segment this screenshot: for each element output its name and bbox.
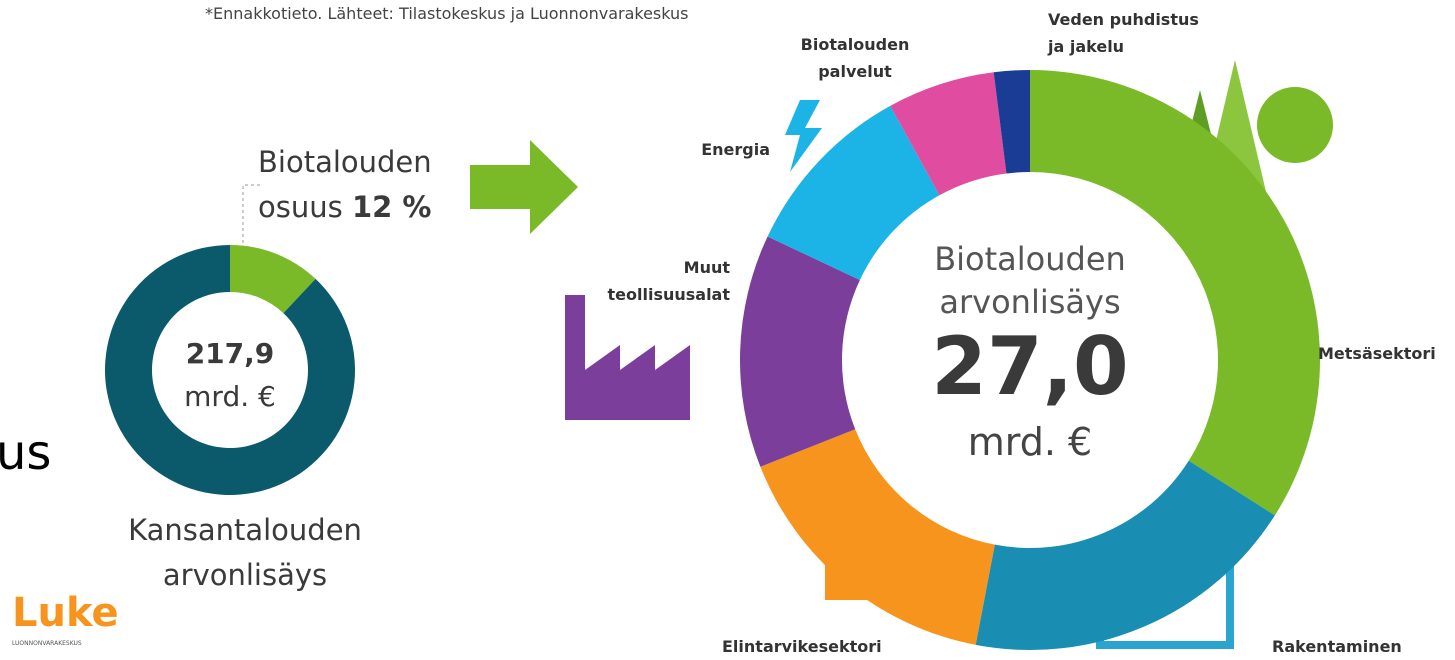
legend-label: Veden puhdistus ja jakelu — [1048, 6, 1218, 60]
caption: Kansantalouden — [100, 513, 390, 547]
center-text: arvonlisäys — [880, 283, 1180, 321]
factory-icon — [565, 295, 690, 420]
note: *Ennakkotieto. Lähteet: Tilastokeskus ja… — [205, 4, 689, 23]
share-label: osuus — [258, 190, 343, 224]
arrow — [470, 140, 578, 234]
share-label: osuus 12 % — [258, 190, 431, 224]
partial-text: us — [0, 425, 51, 481]
logo-subtitle: LUONNONVARAKESKUS — [12, 640, 82, 647]
donut-segment — [105, 245, 355, 495]
legend-label: Rakentaminen — [1272, 633, 1432, 660]
energy-icon — [785, 100, 822, 172]
center-text: mrd. € — [880, 420, 1180, 464]
caption: arvonlisäys — [100, 558, 390, 592]
legend-label: Elintarvikesektori — [722, 633, 922, 660]
logo: Luke — [12, 590, 119, 636]
legend-label: Biotalouden palvelut — [790, 31, 920, 85]
legend-label: Muut teollisuusalat — [590, 254, 730, 308]
legend-label: Metsäsektori — [1318, 340, 1455, 367]
center-text: 217,9 — [130, 337, 330, 370]
center-text: Biotalouden — [880, 240, 1180, 278]
value-label: 12 % — [352, 190, 432, 224]
legend-label: Energia — [650, 136, 770, 163]
page: *Ennakkotieto. Lähteet: Tilastokeskus ja… — [0, 0, 1455, 659]
center-value: 27,0 — [880, 320, 1180, 413]
share-label: Biotalouden — [258, 145, 432, 179]
center-text: mrd. € — [130, 380, 330, 413]
